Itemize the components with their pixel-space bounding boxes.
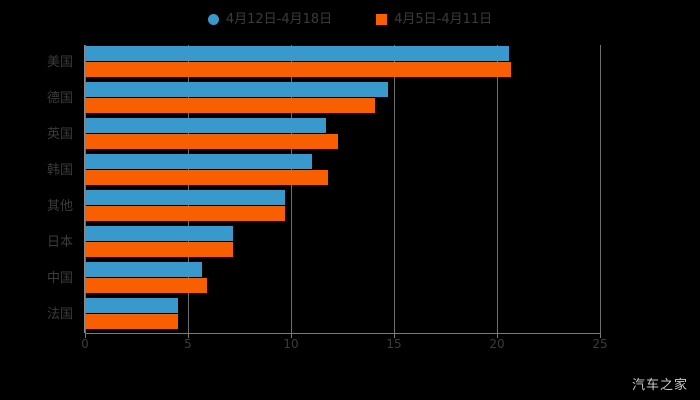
y-axis-label: 德国: [46, 91, 73, 106]
legend-label-series-a: 4月12日-4月18日: [225, 11, 333, 27]
bar-group: [85, 81, 600, 116]
bar-series-a[interactable]: [85, 154, 312, 169]
legend-label-series-b: 4月5日-4月11日: [394, 11, 493, 27]
watermark-text: 汽车之家: [631, 378, 688, 393]
y-axis-label: 中国: [46, 271, 73, 286]
x-axis-tick-label: 20: [489, 337, 505, 351]
gridline: [600, 45, 601, 333]
legend-entry-series-a[interactable]: 4月12日-4月18日: [207, 11, 333, 27]
bar-series-a[interactable]: [85, 262, 203, 277]
bar-series-a[interactable]: [85, 82, 388, 97]
x-axis-tick-mark: [497, 333, 498, 338]
bar-group: [85, 45, 600, 80]
bar-series-a[interactable]: [85, 226, 234, 241]
x-axis-tick-mark: [188, 333, 189, 338]
x-axis-tick-label: 25: [592, 337, 608, 351]
y-axis-label: 美国: [46, 55, 73, 70]
bar-group: [85, 261, 600, 296]
legend-entry-series-b[interactable]: 4月5日-4月11日: [376, 13, 492, 26]
x-axis-tick-mark: [394, 333, 395, 338]
y-axis-line: [84, 45, 85, 333]
x-axis-tick-label: 15: [386, 337, 402, 351]
gridline: [291, 45, 292, 333]
bar-series-b[interactable]: [85, 242, 234, 257]
bar-group: [85, 297, 600, 332]
bar-group: [85, 153, 600, 188]
x-axis-tick-labels: 0 5 10 15 20 25: [81, 333, 608, 358]
bar-series-b[interactable]: [85, 170, 329, 185]
bar-series-b[interactable]: [85, 98, 376, 113]
bar-series-a[interactable]: [85, 190, 285, 205]
y-axis-category-labels: 美国德国英国韩国其他日本中国法国: [0, 45, 85, 333]
y-axis-label: 英国: [46, 127, 73, 142]
chart-plot-area: [84, 45, 601, 333]
bar-group: [85, 189, 600, 224]
legend-circle-marker-icon: [207, 13, 219, 25]
x-axis-tick-label: 0: [81, 337, 89, 351]
chart-legend: 4月12日-4月18日 4月5日-4月11日: [0, 8, 700, 30]
bar-group: [85, 225, 600, 260]
gridline: [394, 45, 395, 333]
gridline: [497, 45, 498, 333]
bar-group: [85, 117, 600, 152]
bar-series-b[interactable]: [85, 314, 178, 329]
x-axis-line: [85, 333, 601, 334]
legend-square-marker-icon: [376, 13, 388, 25]
bar-series-b[interactable]: [85, 134, 339, 149]
bar-series-b[interactable]: [85, 62, 512, 77]
y-axis-label: 韩国: [46, 163, 73, 178]
bar-series-b[interactable]: [85, 278, 207, 293]
x-axis-tick-label: 5: [184, 337, 192, 351]
x-axis-tick-mark: [85, 333, 86, 338]
bar-series-a[interactable]: [85, 298, 178, 313]
x-axis-tick-mark: [291, 333, 292, 338]
bar-series-a[interactable]: [85, 118, 327, 133]
y-axis-label: 其他: [46, 199, 73, 214]
bar-series-b[interactable]: [85, 206, 285, 221]
x-axis-tick-mark: [600, 333, 601, 338]
bar-series-a[interactable]: [85, 46, 510, 61]
gridline: [188, 45, 189, 333]
x-axis-tick-label: 10: [283, 337, 299, 351]
y-axis-label: 日本: [46, 235, 73, 250]
gridline: [85, 45, 86, 333]
y-axis-label: 法国: [46, 307, 73, 322]
